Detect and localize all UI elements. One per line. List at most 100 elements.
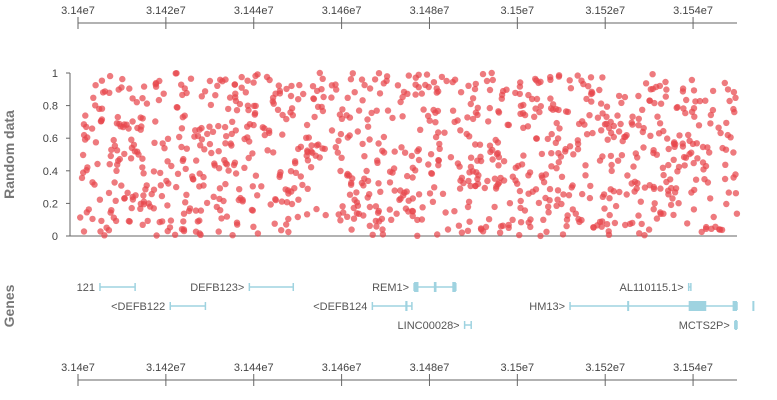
scatter-point (216, 165, 222, 171)
scatter-point (509, 217, 515, 223)
scatter-point (734, 211, 740, 217)
scatter-point (254, 192, 260, 198)
scatter-point (420, 106, 426, 112)
scatter-point (216, 148, 222, 154)
scatter-point (505, 122, 511, 128)
scatter-point (225, 106, 231, 112)
scatter-point (392, 148, 398, 154)
scatter-point (723, 120, 729, 126)
scatter-point (646, 226, 652, 232)
top-x-axis: 3.14e7 3.142e7 3.144e7 3.146e7 3.148e7 3.15e7… (61, 5, 737, 29)
scatter-point (540, 217, 546, 223)
scatter-point (221, 157, 227, 163)
scatter-point (252, 111, 258, 117)
gene-exon-REM1-2 (452, 282, 456, 292)
scatter-point (708, 112, 714, 118)
scatter-point (397, 99, 403, 105)
scatter-point (474, 158, 480, 164)
gene-DEFB124: <DEFB124 (313, 301, 412, 313)
scatter-point (381, 149, 387, 155)
scatter-point (416, 146, 422, 152)
scatter-point (367, 204, 373, 210)
scatter-point (253, 103, 259, 109)
scatter-point (703, 224, 709, 230)
scatter-point (229, 131, 235, 137)
scatter-point (624, 172, 630, 178)
top-x-tick-label-4: 3.148e7 (410, 5, 450, 17)
gene-exon-MCTS2P-0 (735, 320, 737, 330)
scatter-point (289, 105, 295, 111)
scatter-point (183, 192, 189, 198)
scatter-point (636, 116, 642, 122)
scatter-point (278, 227, 284, 233)
scatter-point (647, 182, 653, 188)
scatter-point (639, 221, 645, 227)
scatter-point (643, 80, 649, 86)
scatter-point (602, 121, 608, 127)
scatter-point (329, 127, 335, 133)
scatter-point (130, 194, 136, 200)
scatter-point (217, 185, 223, 191)
scatter-point (241, 165, 247, 171)
scatter-point (139, 95, 145, 101)
y-tick-label-1: 0.2 (43, 198, 58, 210)
scatter-point (691, 187, 697, 193)
scatter-point (603, 114, 609, 120)
scatter-point (542, 195, 548, 201)
scatter-point (229, 232, 235, 238)
scatter-point (510, 174, 516, 180)
scatter-point (389, 115, 395, 121)
scatter-point (89, 125, 95, 131)
scatter-point (660, 172, 666, 178)
scatter-point (300, 91, 306, 97)
scatter-point (604, 104, 610, 110)
scatter-point (410, 213, 416, 219)
scatter-point (232, 160, 238, 166)
scatter-point (304, 153, 310, 159)
scatter-point (375, 180, 381, 186)
scatter-point (564, 217, 570, 223)
scatter-point (388, 217, 394, 223)
scatter-point (113, 168, 119, 174)
scatter-point (145, 218, 151, 224)
scatter-point (613, 203, 619, 209)
scatter-point (680, 105, 686, 111)
scatter-point (379, 216, 385, 222)
scatter-point (393, 211, 399, 217)
scatter-point (167, 224, 173, 230)
scatter-point (484, 78, 490, 84)
scatter-point (576, 219, 582, 225)
scatter-point (662, 79, 668, 85)
scatter-point (93, 139, 99, 145)
scatter-point (359, 76, 365, 82)
scatter-point (214, 204, 220, 210)
y-tick-label-3: 0.6 (43, 133, 58, 145)
scatter-point (392, 187, 398, 193)
scatter-point (351, 216, 357, 222)
scatter-point (489, 70, 495, 76)
scatter-point (543, 229, 549, 235)
scatter-point (507, 200, 513, 206)
scatter-point (622, 94, 628, 100)
scatter-point (279, 131, 285, 137)
scatter-point (683, 97, 689, 103)
scatter-point (431, 184, 437, 190)
scatter-point (478, 226, 484, 232)
scatter-point (465, 83, 471, 89)
scatter-point (518, 219, 524, 225)
scatter-point (711, 214, 717, 220)
scatter-point (431, 79, 437, 85)
scatter-point (218, 215, 224, 221)
scatter-point (376, 208, 382, 214)
scatter-point (295, 214, 301, 220)
scatter-point (352, 89, 358, 95)
scatter-point (586, 112, 592, 118)
scatter-point (639, 107, 645, 113)
scatter-point (337, 217, 343, 223)
scatter-point (336, 211, 342, 217)
scatter-point (428, 170, 434, 176)
gene-DEFB123: DEFB123> (190, 282, 293, 294)
scatter-point (373, 218, 379, 224)
scatter-point (570, 206, 576, 212)
scatter-point (668, 202, 674, 208)
